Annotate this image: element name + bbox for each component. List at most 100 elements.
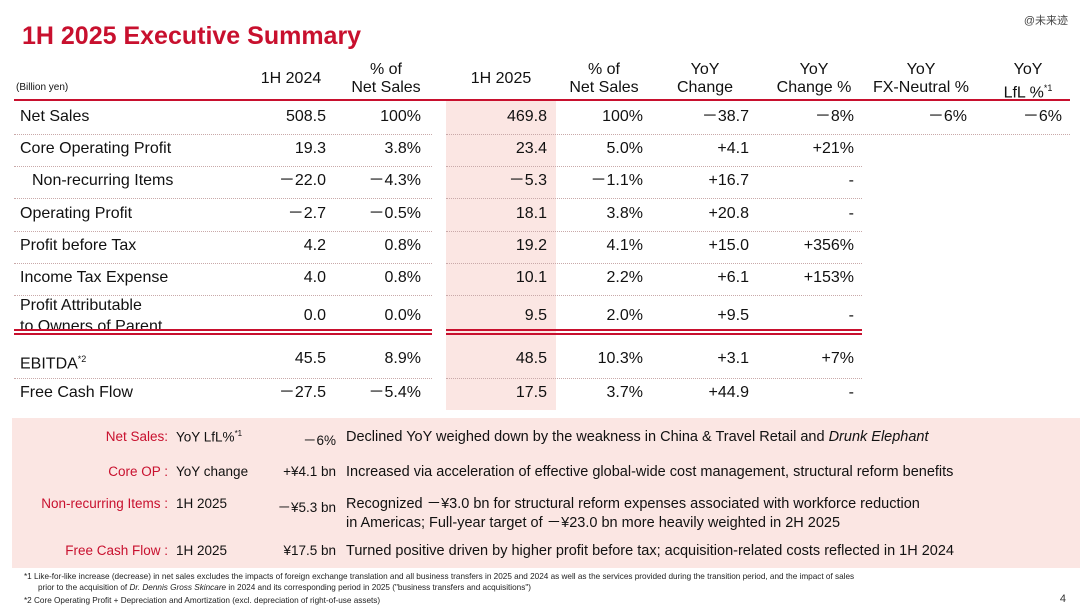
cell-v2024: 508.5 (285, 108, 326, 125)
row-separator (446, 295, 862, 296)
cell-chg: +15.0 (708, 237, 749, 254)
note-value: －6% (302, 433, 336, 448)
row-separator (446, 198, 862, 199)
cell-v2025: 23.4 (515, 140, 547, 157)
cell-chgp: +153% (803, 269, 854, 286)
header-divider (14, 99, 1070, 101)
cell-v2024: －27.5 (278, 384, 326, 401)
row-separator (446, 263, 862, 264)
header-pct-2024: % of Net Sales (351, 61, 421, 96)
row-separator (14, 134, 432, 135)
note-text: Turned positive driven by higher profit … (346, 543, 954, 559)
cell-p2024: －4.3% (368, 172, 421, 189)
cell-chgp: －8% (814, 108, 854, 125)
note-metric: YoY change (176, 464, 249, 479)
note-value: +¥4.1 bn (283, 464, 336, 479)
cell-v2025: 48.5 (515, 350, 547, 367)
note-text: Increased via acceleration of effective … (346, 464, 954, 480)
cell-p2024: 0.8% (384, 237, 421, 254)
cell-p2024: 0.0% (384, 307, 421, 324)
header-fx-neutral: YoY FX-Neutral % (872, 61, 970, 96)
cell-p2025: 10.3% (597, 350, 643, 367)
cell-v2024: 45.5 (294, 350, 326, 367)
row-label: Operating Profit (20, 205, 133, 222)
notes-panel (12, 418, 1080, 568)
row-separator (14, 378, 432, 379)
cell-p2025: 2.2% (606, 269, 643, 286)
cell-p2024: －0.5% (368, 205, 421, 222)
cell-p2024: 0.8% (384, 269, 421, 286)
header-lfl: YoY LfL %*1 (1003, 61, 1053, 102)
cell-p2024: 8.9% (384, 350, 421, 367)
header-1h2025: 1H 2025 (470, 70, 532, 87)
row-separator (14, 231, 432, 232)
cell-v2025: 17.5 (515, 384, 547, 401)
cell-chg: +16.7 (708, 172, 749, 189)
note-value: ¥17.5 bn (283, 543, 336, 558)
row-label: Free Cash Flow (20, 384, 133, 401)
cell-v2025: －5.3 (508, 172, 547, 189)
cell-v2024: 19.3 (294, 140, 326, 157)
cell-chg: +6.1 (717, 269, 749, 286)
header-1h2024: 1H 2024 (260, 70, 322, 87)
row-separator (14, 198, 432, 199)
cell-v2024: 4.2 (303, 237, 326, 254)
cell-chg: +9.5 (717, 307, 749, 324)
footnote-1-line-2: prior to the acquisition of Dr. Dennis G… (38, 583, 531, 592)
cell-chgp: - (848, 307, 854, 324)
cell-p2025: 3.7% (606, 384, 643, 401)
cell-p2024: －5.4% (368, 384, 421, 401)
ebitda-divider-left (14, 329, 432, 331)
cell-chg: +3.1 (717, 350, 749, 367)
cell-p2025: －1.1% (590, 172, 643, 189)
row-label: Profit before Tax (20, 237, 137, 254)
ebitda-divider-left-2 (14, 333, 432, 335)
cell-p2024: 3.8% (384, 140, 421, 157)
watermark: @未来迹 (1023, 15, 1068, 27)
note-label: Core OP : (108, 464, 168, 479)
row-label: Income Tax Expense (20, 269, 169, 286)
row-separator (446, 231, 862, 232)
cell-p2025: 2.0% (606, 307, 643, 324)
cell-chg: +44.9 (708, 384, 749, 401)
highlight-column-1h2025 (446, 100, 556, 410)
cell-chgp: +7% (821, 350, 854, 367)
cell-chgp: - (848, 384, 854, 401)
footnote-2: *2 Core Operating Profit + Depreciation … (24, 596, 381, 605)
ebitda-divider-right-2 (446, 333, 862, 335)
note-value: －¥5.3 bn (277, 500, 336, 515)
cell-p2025: 100% (602, 108, 643, 125)
cell-v2025: 19.2 (515, 237, 547, 254)
cell-p2025: 3.8% (606, 205, 643, 222)
row-label: Non-recurring Items (32, 172, 174, 189)
row-separator (14, 166, 432, 167)
ebitda-divider-right (446, 329, 862, 331)
cell-v2025: 469.8 (506, 108, 547, 125)
note-text: Recognized －¥3.0 bn for structural refor… (346, 496, 920, 531)
cell-v2025: 18.1 (515, 205, 547, 222)
unit-label: (Billion yen) (16, 82, 69, 93)
cell-chg: +20.8 (708, 205, 749, 222)
cell-v2024: 0.0 (303, 307, 326, 324)
row-label: Core Operating Profit (20, 140, 172, 157)
note-metric: 1H 2025 (176, 496, 228, 511)
note-metric: 1H 2025 (176, 543, 228, 558)
cell-p2025: 5.0% (606, 140, 643, 157)
cell-p2025: 4.1% (606, 237, 643, 254)
note-label: Non-recurring Items : (41, 496, 168, 511)
row-separator (14, 263, 432, 264)
row-separator (446, 166, 862, 167)
footnote-1-line-1: *1 Like-for-like increase (decrease) in … (24, 572, 855, 581)
row-separator (446, 378, 862, 379)
cell-v2024: 4.0 (303, 269, 326, 286)
note-label: Net Sales: (105, 429, 168, 444)
header-pct-2025: % of Net Sales (569, 61, 639, 96)
note-metric: YoY LfL%*1 (176, 429, 243, 445)
cell-v2024: －2.7 (287, 205, 326, 222)
cell-chg: +4.1 (717, 140, 749, 157)
row-separator (14, 295, 432, 296)
cell-v2025: 9.5 (524, 307, 547, 324)
cell-chgp: - (848, 205, 854, 222)
row-label: EBITDA*2 (20, 354, 87, 373)
note-text: Declined YoY weighed down by the weaknes… (346, 429, 929, 445)
